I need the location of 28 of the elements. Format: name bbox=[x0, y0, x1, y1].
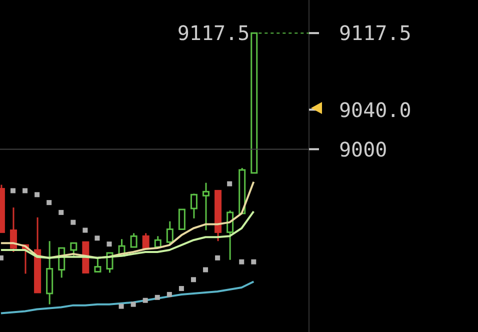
point bbox=[130, 302, 136, 307]
point bbox=[154, 294, 160, 300]
point bbox=[34, 192, 40, 198]
point bbox=[166, 292, 172, 297]
point bbox=[239, 259, 244, 264]
annotation: 9117.5 bbox=[177, 21, 250, 46]
point bbox=[190, 277, 196, 282]
point bbox=[118, 304, 124, 309]
line-series bbox=[0, 280, 255, 314]
point bbox=[22, 188, 28, 194]
point bbox=[10, 188, 16, 194]
point bbox=[58, 210, 64, 215]
candlestick bbox=[202, 182, 210, 231]
point bbox=[70, 220, 76, 225]
point bbox=[142, 298, 148, 303]
point bbox=[94, 236, 100, 241]
point bbox=[178, 286, 184, 292]
candlestick bbox=[46, 240, 54, 306]
point bbox=[227, 181, 232, 186]
point bbox=[106, 242, 112, 247]
point bbox=[215, 255, 220, 260]
point bbox=[203, 267, 208, 272]
y-tick-label: 9000 bbox=[339, 137, 388, 162]
point bbox=[251, 259, 256, 264]
y-tick-label: 9117.5 bbox=[339, 21, 412, 46]
point bbox=[46, 200, 52, 206]
point bbox=[82, 228, 88, 233]
y-tick-label: 9040.0 bbox=[339, 98, 412, 122]
